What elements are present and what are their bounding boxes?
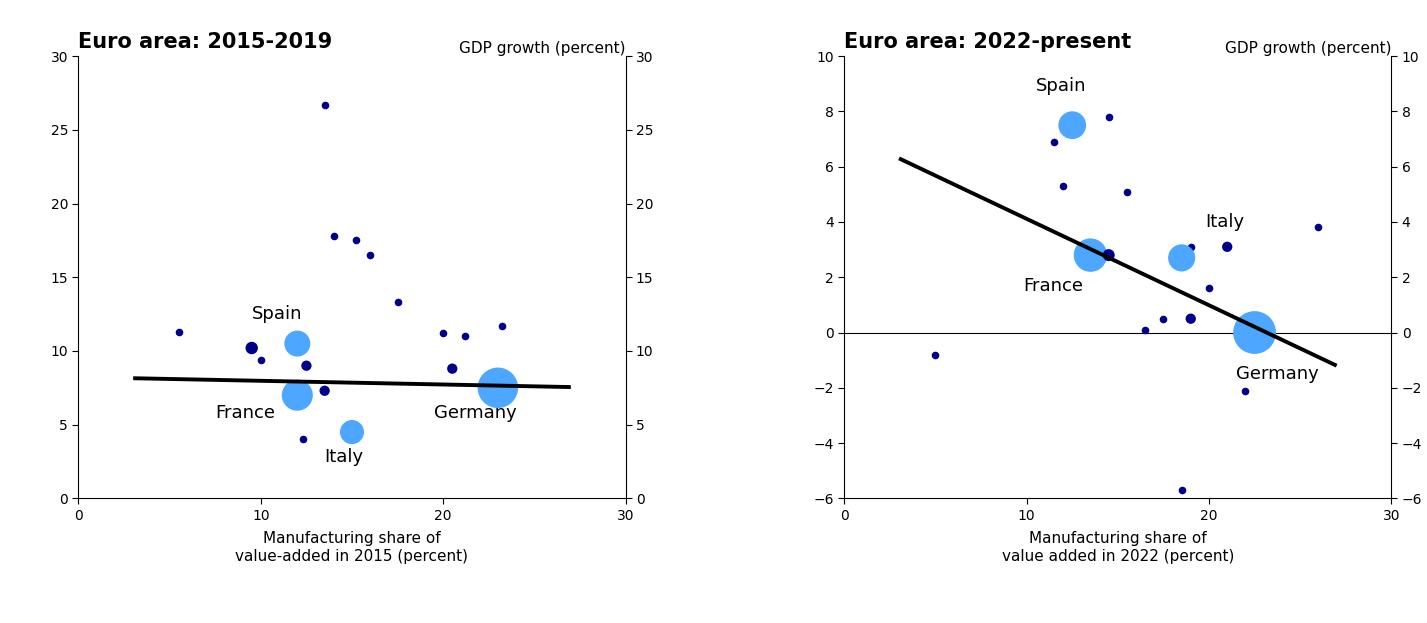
Text: GDP growth (percent): GDP growth (percent)	[1224, 41, 1391, 56]
Point	[1170, 485, 1193, 495]
Point	[925, 350, 948, 359]
Point	[1179, 314, 1202, 324]
Point	[323, 231, 345, 241]
Point	[1097, 250, 1120, 260]
Text: Germany: Germany	[1236, 365, 1319, 383]
X-axis label: Manufacturing share of
value-added in 2015 (percent): Manufacturing share of value-added in 20…	[235, 531, 468, 564]
Point	[1079, 250, 1102, 260]
Text: Spain: Spain	[1036, 77, 1086, 95]
Point	[295, 361, 318, 371]
Point	[1243, 328, 1266, 338]
Point	[1116, 186, 1139, 196]
Point	[387, 297, 410, 307]
Point	[441, 364, 464, 374]
Point	[240, 343, 263, 353]
Text: France: France	[215, 404, 275, 422]
Point	[1307, 222, 1330, 232]
Text: Spain: Spain	[251, 305, 303, 323]
Point	[489, 321, 512, 331]
Point	[358, 250, 381, 260]
Point	[250, 355, 273, 365]
Point	[291, 434, 314, 444]
Point	[1216, 242, 1239, 252]
Text: Italy: Italy	[324, 448, 364, 466]
Point	[1179, 242, 1202, 252]
Point	[1170, 253, 1193, 263]
X-axis label: Manufacturing share of
value added in 2022 (percent): Manufacturing share of value added in 20…	[1002, 531, 1234, 564]
Point	[1052, 181, 1075, 191]
Point	[285, 390, 308, 400]
Point	[167, 327, 190, 337]
Text: Italy: Italy	[1206, 213, 1244, 231]
Point	[344, 235, 367, 245]
Text: GDP growth (percent): GDP growth (percent)	[459, 41, 625, 56]
Point	[313, 386, 337, 396]
Text: Euro area: 2015-2019: Euro area: 2015-2019	[78, 32, 332, 52]
Point	[487, 383, 509, 392]
Point	[341, 427, 364, 437]
Point	[454, 331, 477, 341]
Text: Germany: Germany	[434, 404, 517, 422]
Point	[1097, 112, 1120, 122]
Point	[1133, 325, 1156, 335]
Point	[1060, 120, 1083, 130]
Text: France: France	[1023, 277, 1083, 295]
Point	[1043, 137, 1066, 147]
Point	[432, 328, 455, 338]
Point	[1197, 283, 1220, 293]
Point	[285, 338, 308, 348]
Text: Euro area: 2022-present: Euro area: 2022-present	[845, 32, 1132, 52]
Point	[313, 100, 337, 110]
Point	[1152, 314, 1174, 324]
Point	[1234, 386, 1257, 396]
